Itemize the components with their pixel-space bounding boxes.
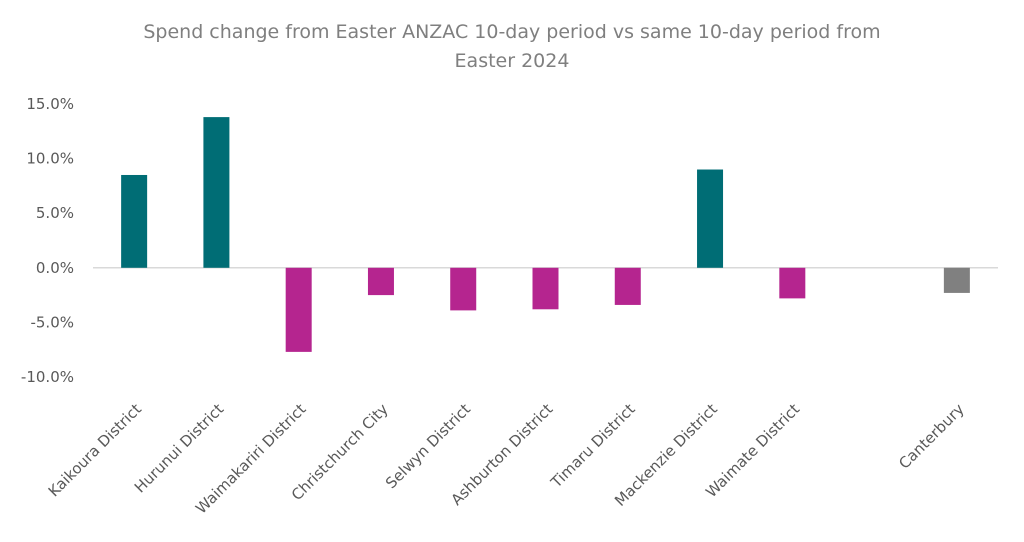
x-category-label: Timaru District [547, 400, 639, 492]
bar [779, 267, 806, 299]
bar [121, 174, 148, 268]
bar [943, 267, 970, 293]
chart-title: Spend change from Easter ANZAC 10-day pe… [0, 18, 1024, 76]
bar [203, 117, 230, 268]
x-category-label: Canterbury [895, 400, 968, 473]
chart-title-line-1: Spend change from Easter ANZAC 10-day pe… [143, 21, 881, 43]
x-category-label: Selwyn District [382, 400, 474, 492]
bar [450, 267, 477, 311]
y-tick-label: -10.0% [21, 368, 74, 386]
bar [285, 267, 312, 352]
y-tick-label: -5.0% [30, 313, 74, 331]
bar [697, 169, 724, 268]
x-category-label: Hurunui District [131, 400, 227, 496]
bar [614, 267, 641, 305]
chart-title-line-2: Easter 2024 [454, 50, 570, 72]
bar [367, 267, 394, 296]
bar [532, 267, 559, 310]
y-tick-label: 5.0% [36, 204, 74, 222]
y-tick-label: 0.0% [36, 259, 74, 277]
y-tick-label: 10.0% [26, 150, 74, 168]
x-category-label: Kaikoura District [45, 400, 145, 500]
y-tick-label: 15.0% [26, 95, 74, 113]
